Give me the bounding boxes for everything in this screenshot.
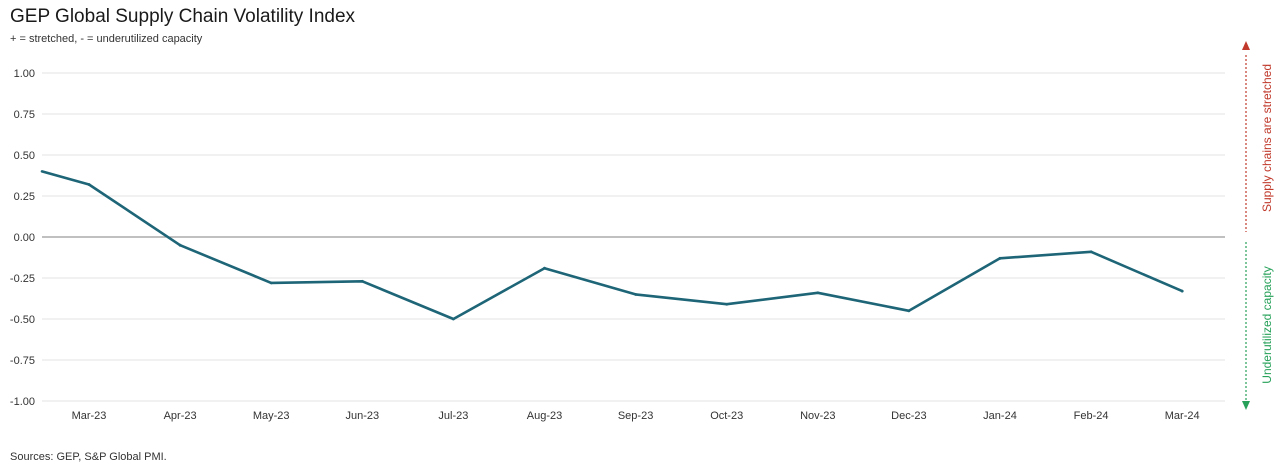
gridlines: [42, 72, 1225, 402]
x-tick-label: Mar-24: [1165, 410, 1200, 422]
underutilized-annotation: Underutilized capacity: [1260, 266, 1274, 383]
x-tick-label: Jan-24: [983, 410, 1017, 422]
y-tick-label: 0.25: [14, 191, 35, 203]
down-arrow-icon: [1242, 401, 1250, 410]
y-tick-label: 1.00: [14, 68, 35, 80]
y-axis-ticks: 1.00 0.75 0.50 0.25 0.00 -0.25 -0.50 -0.75 -1.00: [10, 68, 35, 408]
y-tick-label: -0.25: [10, 273, 35, 285]
stretched-annotation: Supply chains are stretched: [1260, 64, 1274, 212]
annotation-layer: Supply chains are stretched Underutilized…: [1242, 41, 1274, 410]
y-tick-label: 0.00: [14, 232, 35, 244]
y-tick-label: -1.00: [10, 396, 35, 408]
x-tick-label: Apr-23: [164, 410, 197, 422]
series-line: [40, 170, 1184, 321]
data-point: [816, 291, 820, 295]
up-arrow-icon: [1242, 41, 1250, 50]
data-point: [87, 183, 91, 186]
data-point: [360, 279, 364, 283]
chart-title: GEP Global Supply Chain Volatility Index: [10, 6, 356, 27]
y-tick-label: 0.50: [14, 150, 35, 162]
data-point: [634, 293, 637, 296]
data-point: [452, 317, 455, 321]
data-point: [1089, 250, 1093, 254]
x-tick-label: Nov-23: [800, 410, 835, 422]
x-tick-label: May-23: [253, 410, 290, 422]
x-tick-label: Feb-24: [1074, 410, 1109, 422]
x-tick-label: Oct-23: [710, 410, 743, 422]
x-tick-label: Sep-23: [618, 410, 653, 422]
x-tick-label: Dec-23: [891, 410, 926, 422]
x-tick-label: Aug-23: [527, 410, 562, 422]
y-tick-label: -0.75: [10, 355, 35, 367]
chart-subtitle: + = stretched, - = underutilized capacit…: [10, 33, 203, 45]
data-point: [1180, 289, 1184, 293]
x-tick-label: Jul-23: [438, 410, 468, 422]
data-point: [907, 309, 911, 313]
series-layer: [40, 170, 1184, 321]
data-point: [998, 256, 1002, 260]
x-tick-label: Jun-23: [345, 410, 379, 422]
x-tick-label: Mar-23: [72, 410, 107, 422]
data-point: [543, 266, 546, 270]
data-point: [178, 243, 182, 247]
source-note: Sources: GEP, S&P Global PMI.: [10, 451, 167, 463]
y-tick-label: -0.50: [10, 314, 35, 326]
x-axis-ticks: Mar-23 Apr-23 May-23 Jun-23 Jul-23 Aug-23 Sep-…: [72, 410, 1200, 422]
data-point: [725, 302, 729, 306]
y-tick-label: 0.75: [14, 109, 35, 121]
data-point: [269, 281, 273, 285]
